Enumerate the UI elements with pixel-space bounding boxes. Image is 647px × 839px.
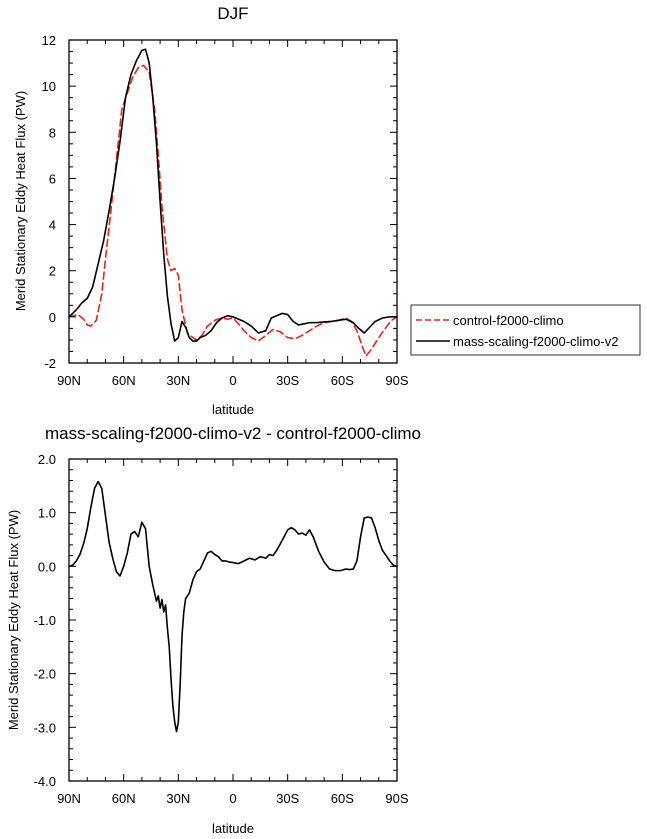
bottom-chart-x-tick-label: 90S bbox=[385, 791, 408, 806]
bottom-chart-y-tick-label: -4.0 bbox=[34, 774, 56, 789]
top-chart-y-axis-label: Merid Stationary Eddy Heat Flux (PW) bbox=[13, 91, 28, 311]
top-chart: DJF 90N 60N 30N 0 30S 60S 90S -2 0 2 4 6 8 10 12 latit… bbox=[13, 4, 641, 417]
top-chart-y-tick-label: 8 bbox=[49, 125, 56, 140]
bottom-chart-axes: 90N 60N 30N 0 30S 60S 90S -4.0 -3.0 -2.0 -1.0 0.0 1.… bbox=[34, 452, 409, 806]
top-chart-y-tick-label: 2 bbox=[49, 264, 56, 279]
top-chart-x-tick-label: 90N bbox=[57, 373, 81, 388]
top-chart-x-tick-label: 0 bbox=[229, 373, 236, 388]
legend-label-mass-scaling: mass-scaling-f2000-climo-v2 bbox=[453, 334, 618, 349]
legend-box bbox=[410, 304, 641, 356]
bottom-chart-x-tick-label: 60N bbox=[112, 791, 136, 806]
top-chart-line-control-f2000-climo bbox=[68, 64, 398, 357]
top-chart-frame bbox=[68, 39, 398, 364]
top-chart-y-tick-label: 12 bbox=[42, 33, 56, 48]
top-chart-plot-area bbox=[68, 48, 398, 357]
bottom-chart-frame bbox=[68, 458, 398, 782]
bottom-chart-y-tick-label: -1.0 bbox=[34, 613, 56, 628]
top-chart-x-tick-label: 60S bbox=[331, 373, 354, 388]
legend-label-control: control-f2000-climo bbox=[453, 313, 564, 328]
bottom-chart-title: mass-scaling-f2000-climo-v2 - control-f2… bbox=[45, 424, 421, 443]
top-chart-x-tick-label: 90S bbox=[385, 373, 408, 388]
top-chart-y-tick-label: 0 bbox=[49, 310, 56, 325]
top-chart-x-tick-label: 30N bbox=[166, 373, 190, 388]
bottom-chart-x-tick-label: 60S bbox=[331, 791, 354, 806]
bottom-chart-y-tick-label: -2.0 bbox=[34, 667, 56, 682]
top-chart-line-mass-scaling-f2000-climo-v2 bbox=[68, 48, 398, 342]
bottom-chart-plot-area bbox=[68, 480, 398, 733]
bottom-chart-line-series-0 bbox=[68, 480, 398, 733]
bottom-chart-y-tick-label: 1.0 bbox=[38, 506, 56, 521]
top-chart-x-tick-label: 60N bbox=[112, 373, 136, 388]
bottom-chart-x-axis-label: latitude bbox=[212, 821, 254, 836]
top-chart-y-tick-label: 6 bbox=[49, 171, 56, 186]
bottom-chart-y-tick-label: -3.0 bbox=[34, 720, 56, 735]
top-chart-legend: control-f2000-climo mass-scaling-f2000-c… bbox=[410, 304, 641, 356]
bottom-chart-y-tick-label: 0.0 bbox=[38, 559, 56, 574]
top-chart-y-tick-label: 10 bbox=[42, 79, 56, 94]
bottom-chart-x-tick-label: 90N bbox=[57, 791, 81, 806]
top-chart-axes: 90N 60N 30N 0 30S 60S 90S -2 0 2 4 6 8 10 12 bbox=[42, 33, 409, 388]
bottom-chart-x-tick-label: 30S bbox=[276, 791, 299, 806]
bottom-chart-y-axis-label: Merid Stationary Eddy Heat Flux (PW) bbox=[6, 510, 21, 730]
top-chart-y-tick-label: -2 bbox=[44, 356, 56, 371]
top-chart-x-axis-label: latitude bbox=[212, 402, 254, 417]
top-chart-title: DJF bbox=[217, 4, 248, 23]
bottom-chart-x-tick-label: 30N bbox=[166, 791, 190, 806]
bottom-chart-y-tick-label: 2.0 bbox=[38, 452, 56, 467]
bottom-chart-x-tick-label: 0 bbox=[229, 791, 236, 806]
top-chart-x-tick-label: 30S bbox=[276, 373, 299, 388]
top-chart-y-tick-label: 4 bbox=[49, 218, 56, 233]
bottom-chart: mass-scaling-f2000-climo-v2 - control-f2… bbox=[6, 424, 421, 836]
